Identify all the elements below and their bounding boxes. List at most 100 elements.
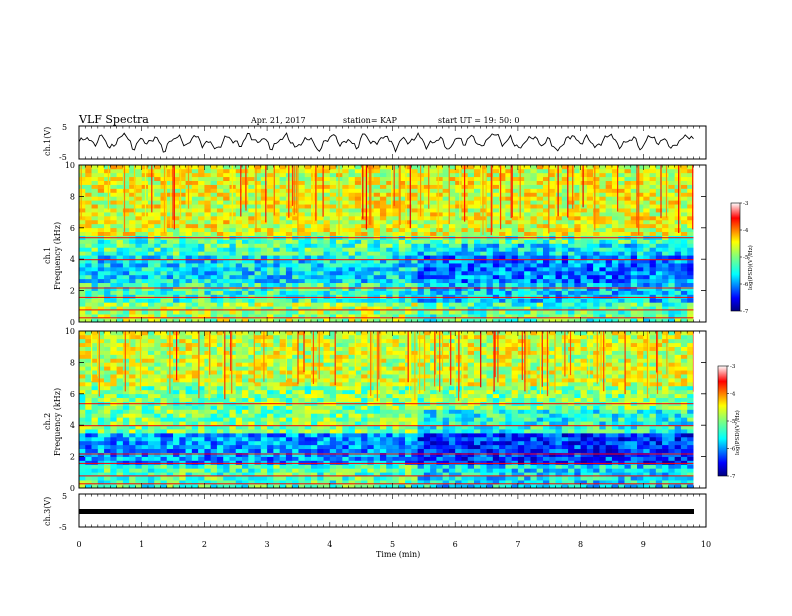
spectrogram-cell: [361, 240, 368, 244]
spectrogram-cell: [493, 189, 500, 193]
spectrogram-cell: [393, 476, 400, 480]
spectrogram-cell: [499, 271, 506, 275]
spectrogram-cell: [374, 240, 381, 244]
spectrogram-cell: [367, 240, 374, 244]
spectrogram-cell: [273, 271, 280, 275]
spectrogram-cell: [110, 220, 117, 224]
spectrogram-cell: [104, 275, 111, 279]
spectrogram-cell: [104, 267, 111, 271]
spectrogram-cell: [624, 232, 631, 236]
spectrogram-cell: [668, 216, 675, 220]
spectrogram-cell: [530, 232, 537, 236]
spectrogram-cell: [349, 228, 356, 232]
spectrogram-cell: [650, 212, 657, 216]
spectrogram-cell: [342, 185, 349, 189]
spectrogram-cell: [530, 220, 537, 224]
spectrogram-cell: [574, 247, 581, 251]
spectrogram-cell: [123, 196, 130, 200]
spectrogram-cell: [386, 220, 393, 224]
spectrogram-cell: [455, 173, 462, 177]
spectrogram-cell: [98, 476, 105, 480]
spectrogram-cell: [280, 204, 287, 208]
spectrogram-cell: [393, 291, 400, 295]
spectrogram-cell: [211, 449, 218, 453]
spectrogram-cell: [537, 232, 544, 236]
spectrogram-cell: [204, 192, 211, 196]
spectrogram-cell: [587, 228, 594, 232]
spectrogram-cell: [267, 295, 274, 299]
spectrogram-cell: [618, 457, 625, 461]
spectrogram-cell: [512, 224, 519, 228]
spectrogram-cell: [599, 185, 606, 189]
spectrogram-cell: [374, 204, 381, 208]
spectrogram-cell: [242, 464, 249, 468]
spectrogram-cell: [161, 228, 168, 232]
spectrogram-cell: [618, 453, 625, 457]
spectrogram-cell: [223, 251, 230, 255]
spectrogram-cell: [443, 449, 450, 453]
spectrogram-cell: [581, 457, 588, 461]
spectrogram-cell: [606, 216, 613, 220]
spectrogram-cell: [493, 177, 500, 181]
spectrogram-cell: [637, 255, 644, 259]
spectrogram-cell: [148, 247, 155, 251]
spectrogram-cell: [380, 247, 387, 251]
spectrogram-cell: [355, 271, 362, 275]
spectrogram-cell: [624, 212, 631, 216]
spectrogram-cell: [430, 298, 437, 302]
spectrogram-cell: [556, 192, 563, 196]
spectrogram-cell: [424, 228, 431, 232]
spectrogram-cell: [298, 200, 305, 204]
spectrogram-cell: [606, 185, 613, 189]
spectrogram-cell: [192, 310, 199, 314]
spectrogram-cell: [574, 267, 581, 271]
spectrogram-cell: [650, 192, 657, 196]
spectrogram-cell: [430, 287, 437, 291]
spectrogram-cell: [405, 476, 412, 480]
spectrogram-cell: [518, 169, 525, 173]
spectrogram-cell: [204, 204, 211, 208]
spectrogram-cell: [637, 169, 644, 173]
spectrogram-cell: [518, 240, 525, 244]
spectrogram-cell: [424, 247, 431, 251]
spectrogram-cell: [217, 251, 224, 255]
spectrogram-cell: [568, 279, 575, 283]
spectrogram-cell: [330, 298, 337, 302]
spectrogram-cell: [505, 232, 512, 236]
spectrogram-cell: [98, 468, 105, 472]
spectrogram-streak: [274, 165, 275, 215]
spectrogram-cell: [305, 476, 312, 480]
spectrogram-cell: [461, 275, 468, 279]
spectrogram-cell: [399, 267, 406, 271]
spectrogram-cell: [204, 216, 211, 220]
spectrogram-cell: [349, 275, 356, 279]
spectrogram-cell: [543, 271, 550, 275]
spectrogram-cell: [305, 228, 312, 232]
spectrogram-cell: [198, 251, 205, 255]
spectrogram-cell: [643, 453, 650, 457]
spectrogram-cell: [430, 255, 437, 259]
spectrogram-cell: [556, 247, 563, 251]
spectrogram-cell: [461, 302, 468, 306]
spectrogram-cell: [656, 240, 663, 244]
spectrogram-cell: [167, 263, 174, 267]
spectrogram-cell: [154, 255, 161, 259]
spectrogram-cell: [355, 185, 362, 189]
spectrogram-cell: [361, 247, 368, 251]
spectrogram-cell: [92, 204, 99, 208]
spectrogram-cell: [518, 291, 525, 295]
spectrogram-cell: [135, 287, 142, 291]
spectrogram-cell: [330, 224, 337, 228]
spectrogram-cell: [110, 453, 117, 457]
spectrogram-cell: [349, 263, 356, 267]
spectrogram-cell: [556, 283, 563, 287]
spectrogram-cell: [568, 232, 575, 236]
spectrogram-cell: [324, 181, 331, 185]
spectrogram-cell: [198, 302, 205, 306]
spectrogram-cell: [204, 165, 211, 169]
spectrogram-cell: [656, 453, 663, 457]
spectrogram-cell: [117, 287, 124, 291]
spectrogram-cell: [211, 204, 218, 208]
spectrogram-cell: [380, 279, 387, 283]
spectrogram-cell: [261, 287, 268, 291]
